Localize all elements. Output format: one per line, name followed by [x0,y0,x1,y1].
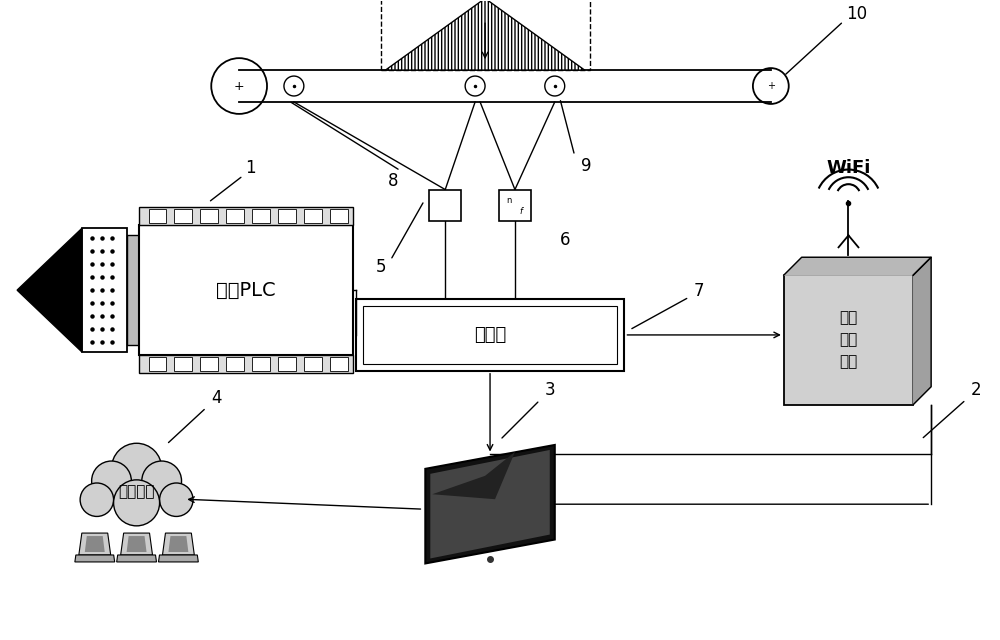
Polygon shape [162,533,194,555]
Bar [381,0,590,70]
Circle shape [142,461,182,500]
Bar [330,209,348,223]
Text: 4: 4 [211,388,221,406]
Text: f: f [519,207,522,216]
Text: 5: 5 [375,258,386,276]
Text: 盾构PLC: 盾构PLC [216,280,275,300]
Bar [226,357,244,371]
Polygon shape [117,555,156,562]
Circle shape [111,444,162,493]
Circle shape [92,461,131,500]
Text: 云服务器: 云服务器 [118,484,155,499]
Bar [149,357,166,371]
Text: 无线
通信
模块: 无线 通信 模块 [839,310,858,370]
Text: 10: 10 [846,5,867,23]
Bar [363,306,617,364]
Text: 9: 9 [581,157,592,175]
Polygon shape [168,536,188,552]
Bar [174,209,192,223]
Polygon shape [432,452,515,499]
Bar [252,209,270,223]
Text: +: + [767,81,775,91]
Bar [226,209,244,223]
Polygon shape [79,533,111,555]
Text: 7: 7 [694,282,704,300]
Bar [139,225,353,355]
Bar [200,357,218,371]
Bar [149,209,166,223]
Bar [356,299,624,371]
Text: n: n [506,196,512,205]
Bar [784,275,913,404]
Bar [139,207,353,225]
Polygon shape [17,228,82,352]
Text: 2: 2 [971,381,981,399]
Text: WiFi: WiFi [826,159,871,177]
Bar [82,228,127,352]
Text: 3: 3 [544,381,555,399]
Text: 8: 8 [388,172,399,189]
Polygon shape [75,555,115,562]
Bar [139,355,353,372]
Bar [127,236,139,345]
Text: 6: 6 [559,231,570,250]
Polygon shape [127,536,147,552]
Polygon shape [158,555,198,562]
Bar [174,357,192,371]
Polygon shape [121,533,153,555]
Polygon shape [425,445,555,563]
Polygon shape [913,257,931,404]
Polygon shape [385,0,585,70]
Text: 积算仪: 积算仪 [474,326,506,344]
Bar [429,189,461,221]
Bar [304,209,322,223]
Circle shape [80,483,114,516]
Bar [304,357,322,371]
Polygon shape [430,450,550,559]
Bar [252,357,270,371]
Bar [200,209,218,223]
Polygon shape [784,257,931,275]
Circle shape [160,483,193,516]
Bar [330,357,348,371]
Bar [278,209,296,223]
Circle shape [114,480,160,526]
Text: +: + [234,79,244,93]
Bar [278,357,296,371]
Polygon shape [85,536,105,552]
Text: 1: 1 [245,159,255,177]
Bar [499,189,531,221]
